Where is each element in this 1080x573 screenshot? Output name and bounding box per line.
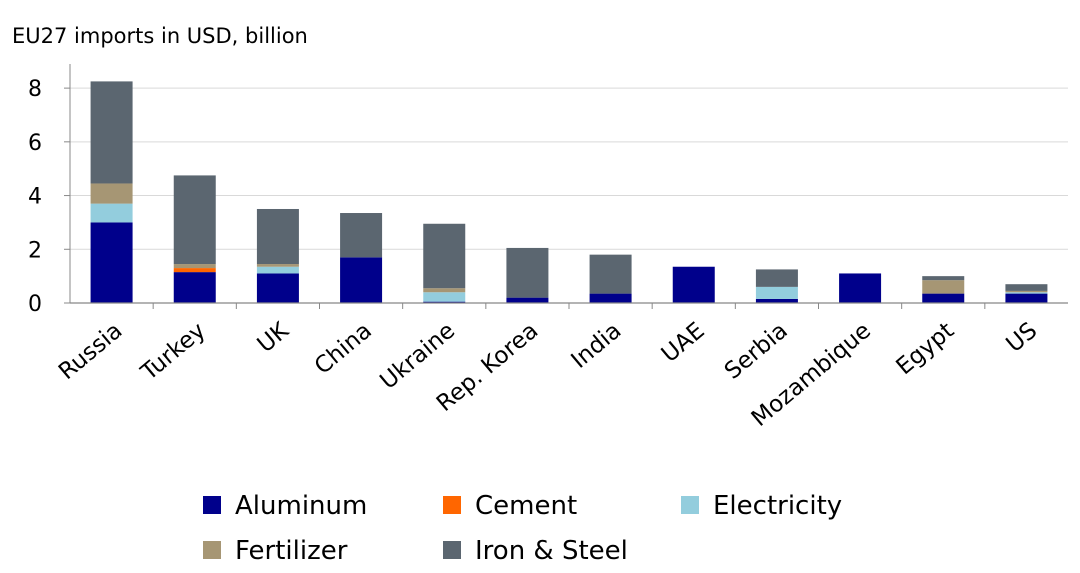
bar-segment (340, 257, 383, 303)
bar-segment (672, 266, 715, 303)
bar-segment (922, 280, 965, 294)
x-tick-label: US (1001, 318, 1042, 358)
bar-segment (839, 273, 882, 303)
bar-segment (90, 183, 133, 204)
bar-segment (173, 175, 216, 265)
x-tick-label: Turkey (136, 318, 211, 387)
bar-segment (506, 247, 549, 298)
bar-segment (1005, 290, 1048, 293)
x-tick-label: UAE (657, 318, 710, 368)
x-tick-label: Serbia (720, 318, 793, 385)
legend-item: Iron & Steel (443, 536, 628, 566)
bar-segment (506, 297, 549, 303)
legend-item: Electricity (681, 491, 842, 521)
legend-label: Cement (475, 491, 577, 521)
legend-label: Iron & Steel (475, 536, 628, 566)
x-tick-label: UK (253, 317, 295, 358)
bar-segment (90, 203, 133, 223)
y-axis-title: EU27 imports in USD, billion (12, 24, 308, 48)
bar-segment (340, 213, 383, 258)
y-tick-label: 8 (28, 77, 42, 102)
bar-segment (755, 298, 798, 303)
bar-segment (90, 81, 133, 184)
bar-segment (173, 268, 216, 273)
bar-segment (755, 286, 798, 299)
bar-segment (1005, 284, 1048, 291)
bar-segment (90, 222, 133, 303)
bar-segment (256, 266, 299, 274)
x-tick-label: China (310, 318, 377, 380)
y-tick-label: 6 (28, 131, 42, 156)
legend-swatch (681, 496, 699, 514)
bar-segment (922, 276, 965, 281)
bar-segment (423, 292, 466, 302)
legend-label: Electricity (713, 491, 842, 521)
y-ticks: 0 2 4 6 8 (28, 77, 42, 317)
legend-swatch (203, 541, 221, 559)
legend-label: Fertilizer (235, 536, 348, 566)
bar-segment (922, 293, 965, 303)
bars (90, 81, 1048, 303)
bar-segment (173, 272, 216, 303)
bar-segment (423, 301, 466, 303)
x-tick-label: Russia (54, 318, 127, 385)
legend-swatch (443, 541, 461, 559)
bar-segment (589, 254, 632, 294)
y-tick-label: 0 (28, 292, 42, 317)
legend-swatch (203, 496, 221, 514)
legend-swatch (443, 496, 461, 514)
y-tick-label: 4 (28, 185, 42, 210)
bar-segment (589, 293, 632, 303)
bar-segment (1005, 293, 1048, 303)
legend: Aluminum Cement Electricity Fertilizer Iron … (203, 491, 842, 566)
bar-segment (256, 273, 299, 303)
y-tick-label: 2 (28, 238, 42, 263)
bar-segment (256, 264, 299, 267)
bar-segment (256, 208, 299, 265)
x-tick-label: India (566, 318, 626, 374)
legend-label: Aluminum (235, 491, 367, 521)
bar-segment (173, 264, 216, 269)
x-tick-label: Egypt (892, 318, 960, 381)
axes (64, 64, 1068, 309)
legend-item: Aluminum (203, 491, 367, 521)
bar-segment (423, 223, 466, 289)
bar-segment (755, 269, 798, 287)
bar-segment (423, 288, 466, 293)
gridlines (70, 87, 1068, 250)
bar-segment (1005, 292, 1048, 294)
legend-item: Fertilizer (203, 536, 348, 566)
legend-item: Cement (443, 491, 577, 521)
